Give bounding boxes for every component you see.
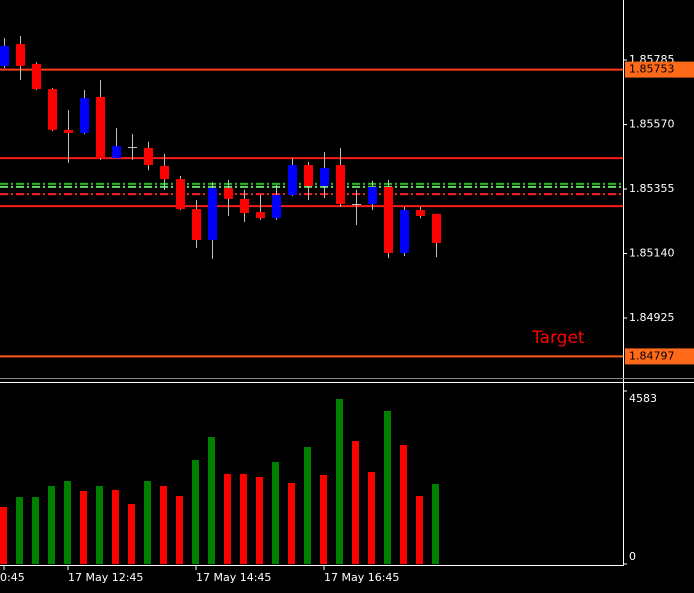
candle-body: [288, 165, 297, 195]
candle-body: [144, 147, 153, 165]
y-tick-label: 0: [629, 550, 636, 563]
candle-body: [64, 129, 73, 133]
volume-bar: [432, 484, 439, 564]
volume-bar: [192, 460, 199, 564]
candle-body: [112, 146, 121, 159]
volume-bar: [272, 462, 279, 564]
volume-bar: [160, 486, 167, 564]
volume-bar: [144, 480, 151, 564]
x-tick-label: 17 May 16:45: [324, 571, 399, 584]
volume-bar: [400, 445, 407, 564]
volume-bar: [320, 474, 327, 564]
volume-bar: [352, 441, 359, 564]
volume-bar: [128, 504, 135, 564]
volume-bar: [336, 399, 343, 564]
candle-body: [48, 89, 57, 130]
candle-body: [432, 213, 441, 243]
y-tick-label: 1.84925: [629, 311, 675, 324]
y-tick-label: 1.85355: [629, 182, 675, 195]
candle-body: [176, 179, 185, 210]
volume-bar: [176, 496, 183, 564]
volume-bar: [368, 472, 375, 564]
price-tag-label: 1.85753: [629, 63, 675, 76]
volume-bar: [240, 474, 247, 564]
candle-body: [128, 147, 137, 148]
candle-body: [400, 210, 409, 253]
candle-body: [160, 165, 169, 180]
volume-bar: [112, 490, 119, 564]
volume-bar: [96, 486, 103, 564]
candle-body: [256, 212, 265, 219]
price-tag-label: 1.84797: [629, 349, 675, 362]
x-tick-label: 17 May 14:45: [196, 571, 271, 584]
volume-bar: [416, 496, 423, 564]
volume-bar: [80, 490, 87, 564]
y-tick-label: 1.85140: [629, 247, 675, 260]
candle-body: [304, 165, 313, 186]
volume-bar: [16, 496, 23, 564]
volume-bar: [224, 474, 231, 564]
volume-bar: [32, 496, 39, 564]
candle-body: [192, 209, 201, 240]
price-tag: [625, 348, 694, 365]
candle-body: [0, 45, 9, 66]
candle-body: [416, 210, 425, 216]
candle-body: [272, 195, 281, 219]
volume-bar: [0, 507, 7, 564]
candle-body: [240, 198, 249, 213]
candle-body: [336, 165, 345, 204]
volume-bar: [48, 486, 55, 564]
volume-bar: [304, 447, 311, 564]
candle-body: [320, 168, 329, 186]
candle-body: [80, 98, 89, 133]
candle-body: [384, 186, 393, 253]
candle-body: [32, 63, 41, 90]
candle-body: [96, 96, 105, 159]
candle-body: [16, 44, 25, 66]
y-tick-label: 1.85570: [629, 118, 675, 131]
candle-body: [224, 188, 233, 199]
volume-bar: [256, 476, 263, 564]
candle-body: [368, 186, 377, 204]
volume-bar: [384, 411, 391, 564]
volume-bar: [208, 437, 215, 564]
x-tick-label: 17 May 12:45: [68, 571, 143, 584]
x-tick-label: 0:45: [0, 571, 25, 584]
candle-body: [208, 188, 217, 240]
volume-bar: [288, 482, 295, 564]
candle-body: [352, 204, 361, 205]
annotation: Target: [531, 328, 585, 348]
volume-bar: [64, 480, 71, 564]
y-tick-label: 4583: [629, 392, 657, 405]
price-tag: [625, 61, 694, 78]
